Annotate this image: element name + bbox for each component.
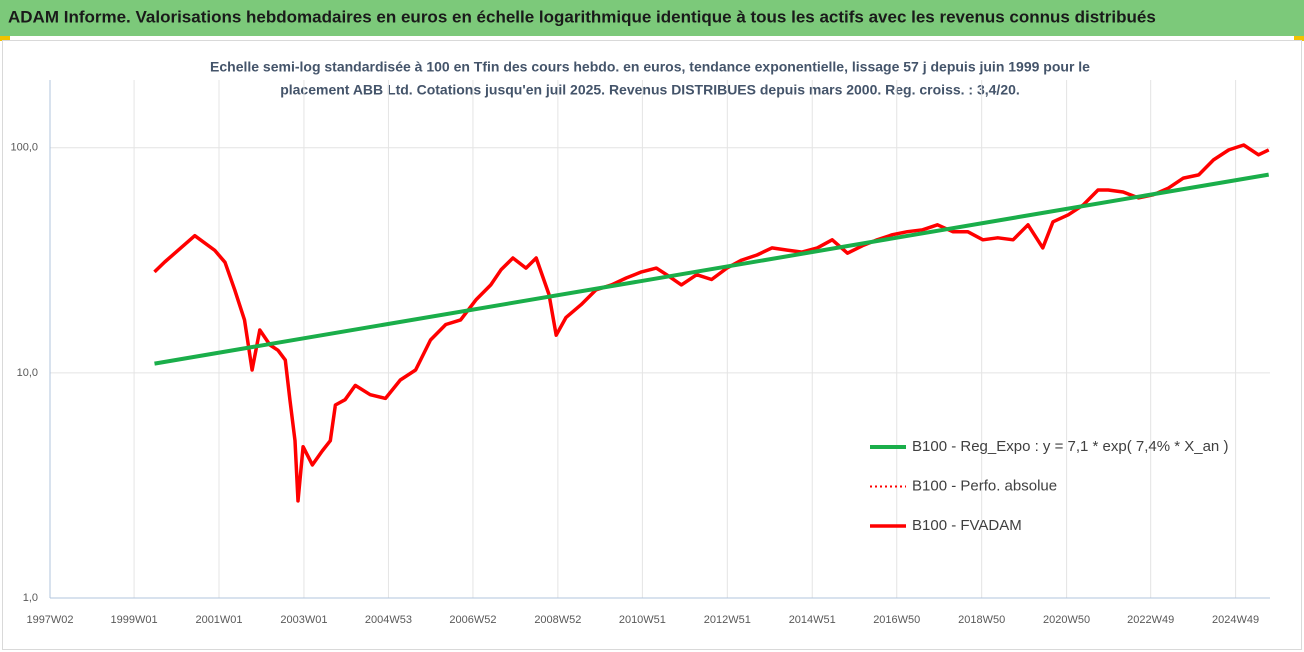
legend-label: B100 - Reg_Expo : y = 7,1 * exp( 7,4% * … [912,438,1228,455]
x-tick-label: 2022W49 [1127,614,1174,626]
x-tick-label: 2004W53 [365,614,412,626]
y-tick-label: 1,0 [23,592,38,604]
chart-title: ADAM Informe. Valorisations hebdomadaire… [8,7,1156,26]
corner [0,36,10,41]
x-tick-label: 2008W52 [534,614,581,626]
x-tick-label: 2020W50 [1043,614,1090,626]
x-tick-label: 2003W01 [280,614,327,626]
y-tick-label: 100,0 [10,142,38,154]
title-bar [0,0,1304,36]
x-tick-label: 2014W51 [789,614,836,626]
x-tick-label: 2010W51 [619,614,666,626]
corner [1294,36,1304,41]
subtitle: Echelle semi-log standardisée à 100 en T… [210,59,1090,75]
x-tick-label: 2006W52 [449,614,496,626]
x-tick-label: 2001W01 [195,614,242,626]
legend-label: B100 - Perfo. absolue [912,477,1057,494]
x-tick-label: 2016W50 [873,614,920,626]
chart-frame [2,40,1302,650]
legend-label: B100 - FVADAM [912,517,1022,534]
x-tick-label: 1997W02 [26,614,73,626]
x-tick-label: 2018W50 [958,614,1005,626]
y-tick-label: 10,0 [17,367,38,379]
series-line [154,172,1270,366]
x-tick-label: 2012W51 [704,614,751,626]
series-line [153,143,1270,503]
x-tick-label: 2024W49 [1212,614,1259,626]
x-tick-label: 1999W01 [111,614,158,626]
subtitle: placement ABB Ltd. Cotations jusqu'en ju… [280,82,1020,98]
